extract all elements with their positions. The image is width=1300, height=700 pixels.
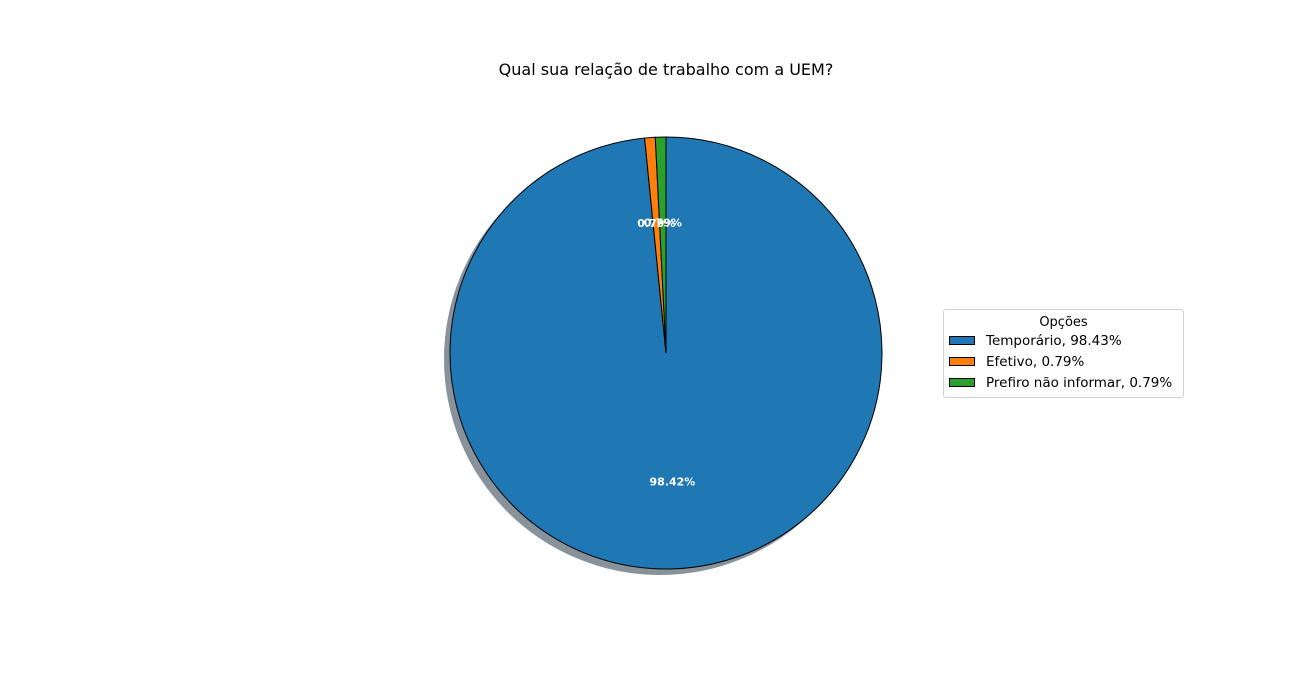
legend-swatch-0 [949, 336, 975, 345]
legend-item-2: Prefiro não informar, 0.79% [944, 372, 1183, 393]
legend-label-2: Prefiro não informar, 0.79% [986, 374, 1173, 391]
legend-rows: Temporário, 98.43% Efetivo, 0.79% Prefiro … [944, 330, 1183, 393]
pie-slice-label-2: 0.79% [644, 216, 682, 229]
pie-slice-label-0: 98.42% [650, 475, 696, 488]
pie-labels: 98.42% 0.79%0.79% [637, 216, 695, 488]
legend-swatch-1 [949, 357, 975, 366]
legend-title: Opções [1039, 315, 1088, 330]
legend: Opções Temporário, 98.43% Efetivo, 0.79% P… [943, 309, 1184, 398]
pie-slices [449, 136, 883, 570]
pie-slice-2 [654, 136, 667, 354]
legend-item-1: Efetivo, 0.79% [944, 351, 1183, 372]
legend-label-1: Efetivo, 0.79% [986, 353, 1085, 370]
legend-label-0: Temporário, 98.43% [986, 332, 1122, 349]
chart-title: Qual sua relação de trabalho com a UEM? [498, 60, 834, 79]
legend-swatch-2 [949, 378, 975, 387]
pie-slice-label-1: 0.79% [637, 217, 675, 230]
legend-item-0: Temporário, 98.43% [944, 330, 1183, 351]
